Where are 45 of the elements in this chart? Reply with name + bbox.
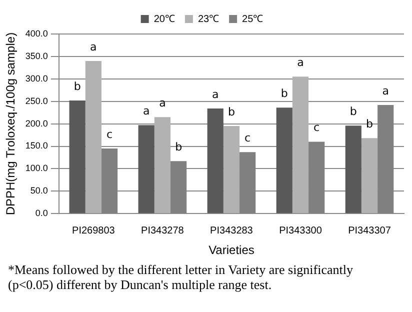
data-label: b [350,104,357,118]
bar [292,76,309,214]
y-tick-label: 250.0 [25,96,48,106]
legend-label: 23℃ [198,14,220,25]
y-tick-label: 0.0 [35,208,48,218]
data-label: a [159,96,166,110]
bar [223,126,240,214]
y-tick-label: 100.0 [25,163,48,174]
y-tick-label: 50.0 [30,186,48,196]
data-label: b [74,80,81,93]
bar [69,100,86,214]
bar [207,108,224,214]
data-label: b [366,118,373,131]
y-tick-label: 350.0 [25,50,48,61]
x-tick-label: PI343300 [279,225,322,236]
bar [138,125,154,214]
x-axis-title: Varieties [208,243,254,258]
data-label: b [280,86,288,100]
x-tick-label: PI343278 [141,225,184,236]
y-tick-label: 300.0 [25,73,48,84]
data-label: a [142,104,150,118]
data-label: a [212,88,219,101]
legend-label: 20℃ [154,14,175,25]
data-label: c [244,131,251,144]
data-label: a [90,40,97,54]
data-label: a [382,84,389,98]
y-axis-title: DPPH(mg Troloxeq./100g sample) [4,32,18,216]
data-label: b [228,105,235,118]
data-label: a [297,56,304,70]
bar [361,138,378,214]
y-tick-label: 200.0 [25,118,48,128]
x-tick-label: PI343283 [210,225,254,236]
x-tick-label: PI343307 [348,225,392,236]
text: *Means followed by the different letter in Variety are significantly (p<0.05) different by Duncan's multiple range test. [8,262,354,292]
bar [85,60,102,214]
y-tick-label: 400.0 [25,28,48,38]
bar [154,117,170,214]
legend-label: 25℃ [242,14,264,25]
y-tick-label: 150.0 [25,140,48,151]
data-label: c [314,121,320,134]
data-label: c [106,128,113,141]
bar [276,108,292,214]
bar [345,126,362,214]
data-label: b [175,140,182,154]
x-tick-label: PI269803 [72,225,116,236]
